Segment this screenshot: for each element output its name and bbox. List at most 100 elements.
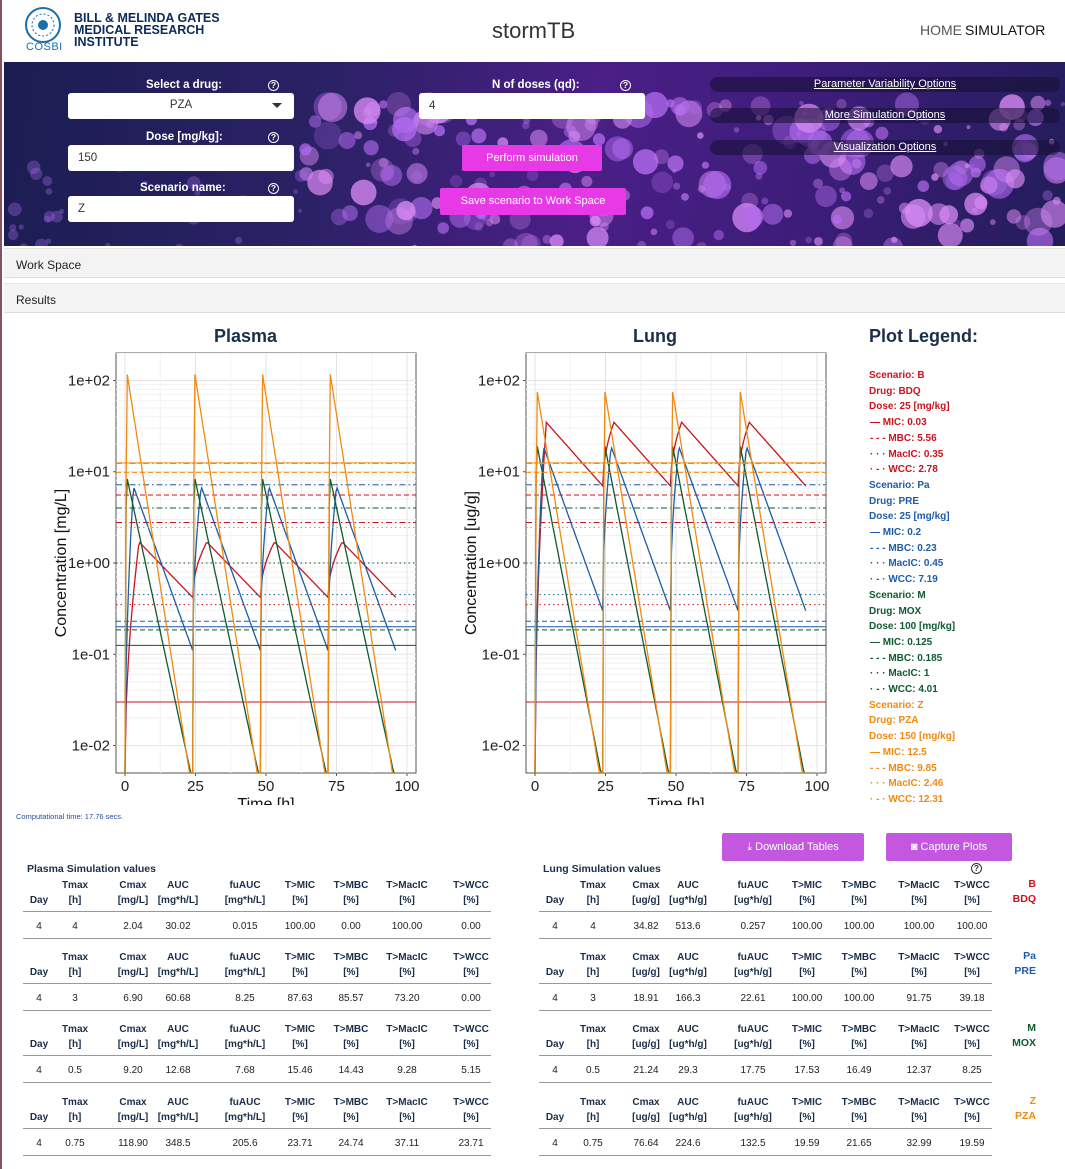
plasma-table-header-unit: [%] bbox=[399, 1112, 415, 1123]
bubble bbox=[363, 140, 379, 156]
plasma-table-cell: 15.46 bbox=[287, 1065, 313, 1076]
legend-entry: Dose: 100 [mg/kg] bbox=[869, 621, 956, 633]
parameter-variability-link[interactable]: Parameter Variability Options bbox=[710, 77, 1060, 92]
lung-table-cell: 100.00 bbox=[791, 921, 823, 932]
scenario-tag: B BDQ bbox=[992, 877, 1036, 907]
lung-table-header-rule bbox=[539, 911, 992, 912]
lung-table-header-top: AUC bbox=[677, 1097, 699, 1108]
simulation-banner: Select a drug: ? PZA N of doses (qd): ? … bbox=[4, 62, 1065, 246]
workspace-section[interactable]: Work Space bbox=[4, 248, 1065, 278]
bubble bbox=[1030, 95, 1046, 111]
bubble bbox=[299, 143, 312, 156]
capture-plots-button[interactable]: ◙ Capture Plots bbox=[886, 833, 1012, 861]
bubble bbox=[740, 205, 764, 229]
lung-table-cell: 100.00 bbox=[903, 921, 935, 932]
brand-line: MEDICAL RESEARCH bbox=[74, 23, 205, 37]
brand-line: BILL & MELINDA GATES bbox=[74, 11, 220, 25]
lung-table-cell: 17.75 bbox=[740, 1065, 766, 1076]
plasma-table-cell: 0.5 bbox=[68, 1065, 82, 1076]
lung-table-header-unit: [h] bbox=[586, 967, 600, 978]
legend-entry: — MIC: 0.2 bbox=[870, 527, 922, 538]
ndoses-help-icon[interactable]: ? bbox=[620, 80, 631, 91]
y-tick-label: 1e-01 bbox=[72, 646, 110, 663]
tables-help-icon[interactable]: ? bbox=[971, 863, 982, 874]
visualization-options-link[interactable]: Visualization Options bbox=[710, 140, 1060, 155]
more-simulation-options-link[interactable]: More Simulation Options bbox=[710, 108, 1060, 123]
scenario-tag-name: B bbox=[1028, 878, 1036, 890]
drug-help-icon[interactable]: ? bbox=[268, 80, 279, 91]
download-tables-button[interactable]: ⤓ Download Tables bbox=[722, 833, 864, 861]
scenario-input[interactable] bbox=[68, 196, 294, 222]
lung-table-cell: 17.53 bbox=[794, 1065, 820, 1076]
ndoses-input[interactable] bbox=[419, 93, 645, 119]
bubble bbox=[471, 128, 487, 144]
bubble bbox=[59, 208, 65, 214]
bubble bbox=[945, 172, 964, 190]
plasma-table-header-unit: [mg*h/L] bbox=[224, 1112, 266, 1123]
lung-table-cell: 100.00 bbox=[843, 993, 875, 1004]
drug-select[interactable]: PZA bbox=[68, 93, 294, 119]
bubble bbox=[642, 91, 669, 119]
bubble bbox=[392, 116, 417, 142]
plasma-table-header-unit: [mg*h/L] bbox=[157, 1039, 199, 1050]
lung-table-header-unit: [%] bbox=[851, 967, 867, 978]
bubble bbox=[1060, 101, 1065, 107]
x-axis-label: Time [h] bbox=[647, 796, 704, 805]
bubble bbox=[650, 228, 658, 236]
lung-chart[interactable]: 1e+02 1e+01 1e+00 1e-01 1e-02 0 25 50 75 100 Time … bbox=[452, 345, 847, 805]
scenario-tag-drug: BDQ bbox=[1012, 893, 1036, 905]
lung-table-cell: 34.82 bbox=[633, 921, 659, 932]
bubble bbox=[753, 161, 768, 175]
bubble bbox=[960, 218, 975, 233]
legend-entry: - - - MBC: 5.56 bbox=[870, 432, 937, 444]
plasma-table-row-rule bbox=[23, 1010, 491, 1011]
plasma-table-header-unit: [%] bbox=[343, 895, 359, 906]
x-axis-label: Time [h] bbox=[237, 796, 294, 805]
lung-table-cell: 29.3 bbox=[678, 1065, 698, 1076]
bubble bbox=[489, 171, 496, 178]
bubble bbox=[299, 167, 314, 181]
results-section[interactable]: Results bbox=[4, 283, 1065, 313]
plasma-table-header-unit: Day bbox=[29, 1039, 49, 1050]
download-icon: ⤓ bbox=[747, 841, 756, 853]
bubble bbox=[672, 227, 694, 246]
dose-label: Dose [mg/kg]: bbox=[146, 131, 223, 143]
lung-table-cell: 166.3 bbox=[675, 993, 701, 1004]
y-tick-label: 1e+00 bbox=[68, 555, 110, 572]
plasma-table-cell: 23.71 bbox=[458, 1138, 484, 1149]
nav-simulator[interactable]: SIMULATOR bbox=[965, 22, 1046, 38]
legend-entry: · - · WCC: 12.31 bbox=[870, 793, 944, 805]
y-tick-label: 1e+00 bbox=[478, 555, 520, 572]
lung-table-cell: 0.75 bbox=[583, 1138, 603, 1149]
plasma-table-header-top: AUC bbox=[167, 1024, 189, 1035]
dose-help-icon[interactable]: ? bbox=[268, 132, 279, 143]
legend-entry: Drug: PRE bbox=[869, 495, 919, 507]
lung-table-header-unit: [h] bbox=[586, 895, 600, 906]
dose-input[interactable] bbox=[68, 145, 294, 171]
plasma-table-header-top: T>WCC bbox=[453, 1097, 489, 1108]
cosbi-label: COSBI bbox=[26, 41, 63, 53]
lung-table-cell: 32.99 bbox=[906, 1138, 932, 1149]
lung-table-header-top: T>MacIC bbox=[898, 1097, 940, 1108]
bubble bbox=[314, 121, 342, 150]
nav-home[interactable]: HOME bbox=[920, 22, 962, 38]
scenario-help-icon[interactable]: ? bbox=[268, 183, 279, 194]
plasma-table-header-top: T>WCC bbox=[453, 880, 489, 891]
x-tick-label: 100 bbox=[394, 778, 419, 795]
plasma-chart[interactable]: 1e+02 1e+01 1e+00 1e-01 1e-02 0 25 50 75 100 Time … bbox=[42, 345, 437, 805]
bubble bbox=[917, 180, 930, 192]
bubble bbox=[589, 215, 601, 227]
lung-table-header-top: T>MBC bbox=[841, 952, 877, 963]
x-tick-label: 0 bbox=[531, 778, 539, 795]
lung-table-header-top: T>MacIC bbox=[898, 880, 940, 891]
lung-table-cell: 4 bbox=[552, 1138, 558, 1149]
plasma-table-header-top: Tmax bbox=[61, 952, 89, 963]
lung-table-header-top: fuAUC bbox=[737, 952, 769, 963]
scenario-tag: Pa PRE bbox=[992, 949, 1036, 979]
bubble bbox=[581, 175, 593, 187]
save-scenario-button[interactable]: Save scenario to Work Space bbox=[440, 188, 626, 215]
y-tick-label: 1e+02 bbox=[478, 372, 520, 389]
lung-table-header-rule bbox=[539, 1055, 992, 1056]
lung-table-cell: 22.61 bbox=[740, 993, 766, 1004]
perform-simulation-button[interactable]: Perform simulation bbox=[462, 145, 602, 171]
